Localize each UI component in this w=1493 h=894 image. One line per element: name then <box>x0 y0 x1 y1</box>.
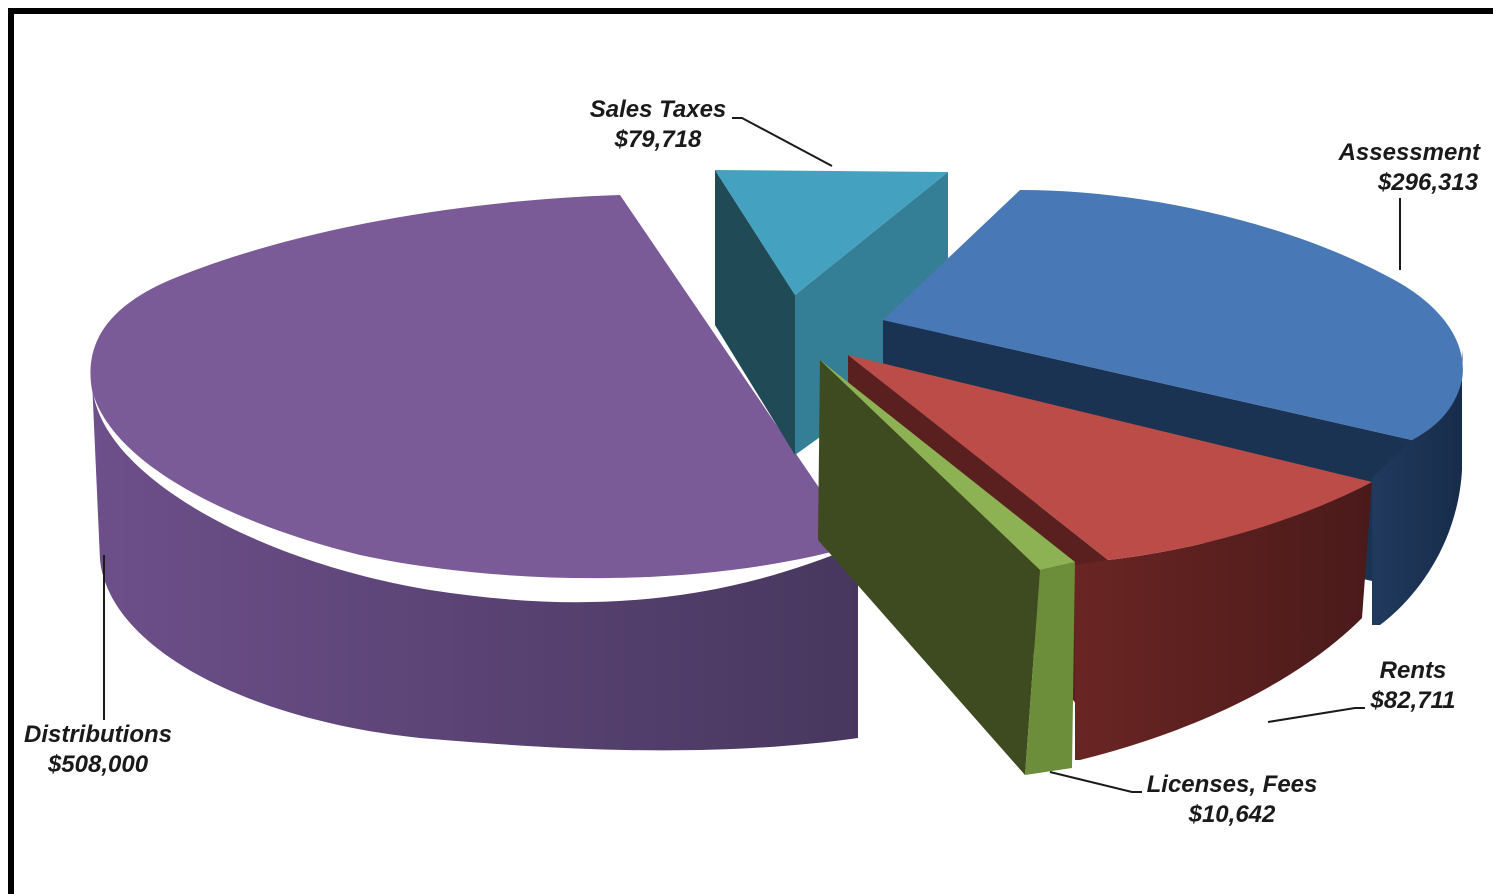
slice-rents-top <box>848 355 1372 560</box>
slice-licenses-fees-top <box>820 360 1075 570</box>
label-distributions: Distributions $508,000 <box>24 721 172 778</box>
slice-sales-taxes-side-dark <box>715 170 795 455</box>
label-licenses-fees: Licenses, Fees $10,642 <box>1147 771 1318 828</box>
slice-assessment-top <box>883 190 1463 440</box>
label-sales-taxes: Sales Taxes $79,718 <box>590 96 727 153</box>
leader-sales-taxes <box>732 117 833 167</box>
slice-distributions-side <box>92 380 858 751</box>
label-rents-name: Rents <box>1380 657 1447 684</box>
slice-distributions <box>90 195 858 751</box>
label-sales-taxes-value: $79,718 <box>614 126 702 153</box>
slice-licenses-fees-inner-side <box>818 360 1040 775</box>
slice-rents-side <box>1075 482 1372 760</box>
label-distributions-name: Distributions <box>24 721 172 748</box>
label-distributions-value: $508,000 <box>47 751 149 778</box>
label-rents: Rents $82,711 <box>1370 657 1456 714</box>
label-licenses-fees-value: $10,642 <box>1188 801 1276 828</box>
label-assessment: Assessment $296,313 <box>1338 139 1481 196</box>
label-assessment-value: $296,313 <box>1377 169 1479 196</box>
slice-distributions-top <box>90 195 858 579</box>
label-assessment-name: Assessment <box>1338 139 1481 166</box>
leader-rents <box>1267 707 1365 723</box>
leader-licenses-fees <box>1049 771 1142 793</box>
slice-sales-taxes-top <box>715 170 948 295</box>
slice-licenses-fees-side <box>1025 562 1075 775</box>
slice-licenses-fees <box>818 360 1075 775</box>
label-sales-taxes-name: Sales Taxes <box>590 96 727 123</box>
label-licenses-fees-name: Licenses, Fees <box>1147 771 1318 798</box>
label-rents-value: $82,711 <box>1370 687 1456 714</box>
